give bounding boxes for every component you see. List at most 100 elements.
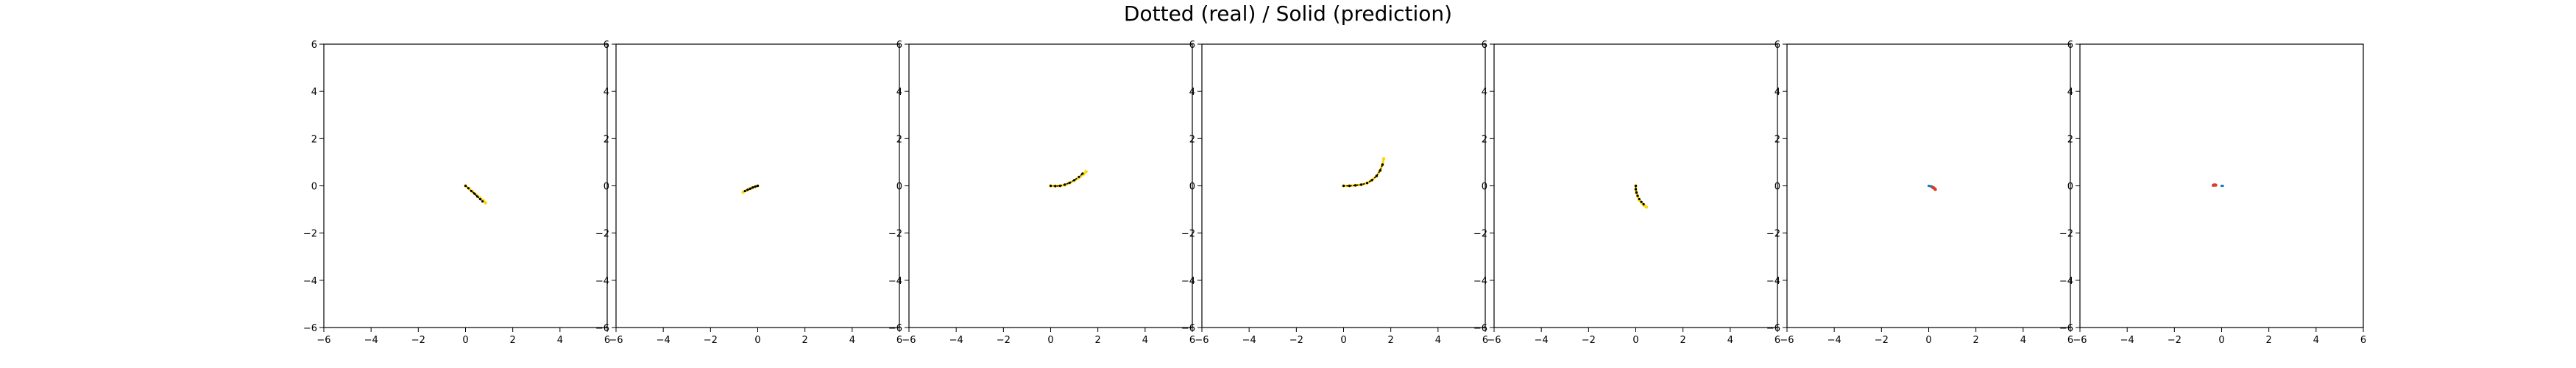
x-tick-label: −4	[657, 335, 670, 346]
y-tick-label: −4	[1473, 276, 1487, 287]
y-tick-label: 6	[896, 40, 902, 51]
real-point	[467, 187, 470, 190]
x-tick-label: 2	[1095, 335, 1101, 346]
x-tick-label: −4	[949, 335, 963, 346]
y-tick-label: −4	[595, 276, 609, 287]
y-tick-label: 2	[604, 134, 609, 145]
real-point	[756, 184, 760, 188]
x-tick-label: 0	[1340, 335, 1346, 346]
real-point	[1348, 184, 1351, 188]
real-point	[743, 189, 746, 193]
x-tick-label: 6	[2067, 335, 2073, 346]
x-tick-label: −4	[2120, 335, 2134, 346]
real-point	[746, 188, 749, 191]
y-tick-label: 6	[311, 40, 317, 51]
prediction-point	[1381, 157, 1386, 160]
real-point	[754, 185, 757, 188]
x-tick-label: 2	[1388, 335, 1394, 346]
real-point	[1370, 179, 1373, 182]
y-tick-label: −2	[1473, 229, 1487, 240]
y-tick-label: 6	[1189, 40, 1195, 51]
real-point	[1636, 194, 1639, 197]
y-tick-label: 6	[1774, 40, 1780, 51]
y-tick-label: 4	[1189, 87, 1195, 98]
real-point	[1640, 200, 1643, 203]
x-tick-label: 4	[557, 335, 563, 346]
x-tick-label: 2	[1973, 335, 1979, 346]
x-tick-label: 0	[1632, 335, 1638, 346]
real-point	[470, 189, 473, 193]
real-point	[1054, 185, 1057, 188]
real-point	[1365, 182, 1369, 185]
y-tick-label: 4	[896, 87, 902, 98]
x-tick-label: −2	[997, 335, 1011, 346]
real-point	[1381, 163, 1384, 166]
x-tick-label: 0	[2218, 335, 2224, 346]
figure-title: Dotted (real) / Solid (prediction)	[1124, 1, 1452, 26]
x-tick-label: −4	[1535, 335, 1549, 346]
y-tick-label: 0	[1482, 182, 1487, 193]
prediction-point	[1644, 205, 1649, 209]
x-tick-label: −2	[1289, 335, 1303, 346]
x-tick-label: 4	[2313, 335, 2319, 346]
real-point	[1634, 184, 1638, 188]
x-tick-label: −6	[316, 335, 330, 346]
y-tick-label: −6	[303, 323, 317, 334]
x-tick-label: 2	[1680, 335, 1686, 346]
x-tick-label: −4	[1827, 335, 1841, 346]
y-tick-label: 2	[896, 134, 902, 145]
x-tick-label: −6	[1195, 335, 1209, 346]
x-tick-label: 4	[1727, 335, 1733, 346]
y-tick-label: −6	[595, 323, 609, 334]
real-point	[1642, 202, 1645, 206]
x-tick-label: −6	[609, 335, 623, 346]
real-point	[1635, 191, 1638, 194]
real-point	[473, 192, 476, 195]
real-point	[478, 197, 481, 201]
prediction-point	[1933, 188, 1937, 191]
x-tick-label: 4	[2020, 335, 2026, 346]
real-point	[1049, 184, 1052, 188]
x-tick-label: −4	[1242, 335, 1256, 346]
y-tick-label: −2	[1181, 229, 1195, 240]
x-tick-label: 0	[1925, 335, 1931, 346]
y-tick-label: 0	[604, 182, 609, 193]
real-point	[749, 187, 751, 190]
y-tick-label: −4	[1181, 276, 1195, 287]
y-tick-label: 2	[2067, 134, 2073, 145]
x-tick-label: 6	[1774, 335, 1780, 346]
y-tick-label: 6	[604, 40, 609, 51]
y-tick-label: 0	[896, 182, 902, 193]
x-tick-label: 2	[510, 335, 516, 346]
prediction-point	[484, 201, 487, 205]
y-tick-label: −2	[303, 229, 317, 240]
x-tick-label: 4	[1142, 335, 1148, 346]
y-tick-label: 0	[1774, 182, 1780, 193]
real-point	[1634, 188, 1638, 191]
y-tick-label: 4	[604, 87, 609, 98]
prediction-point	[1084, 170, 1088, 174]
y-tick-label: −4	[888, 276, 902, 287]
y-tick-label: 2	[1774, 134, 1780, 145]
y-tick-label: −6	[2059, 323, 2073, 334]
real-point	[1342, 184, 1345, 188]
real-point	[1354, 184, 1357, 187]
y-tick-label: −6	[888, 323, 902, 334]
y-tick-label: 0	[1189, 182, 1195, 193]
y-tick-label: 6	[1482, 40, 1487, 51]
real-point	[2221, 184, 2224, 188]
y-tick-label: −2	[595, 229, 609, 240]
y-tick-label: 4	[1774, 87, 1780, 98]
real-point	[475, 195, 479, 198]
real-point	[751, 186, 754, 189]
real-point	[1078, 175, 1080, 178]
x-tick-label: 6	[896, 335, 902, 346]
x-tick-label: −2	[1875, 335, 1889, 346]
x-tick-label: 2	[2266, 335, 2272, 346]
